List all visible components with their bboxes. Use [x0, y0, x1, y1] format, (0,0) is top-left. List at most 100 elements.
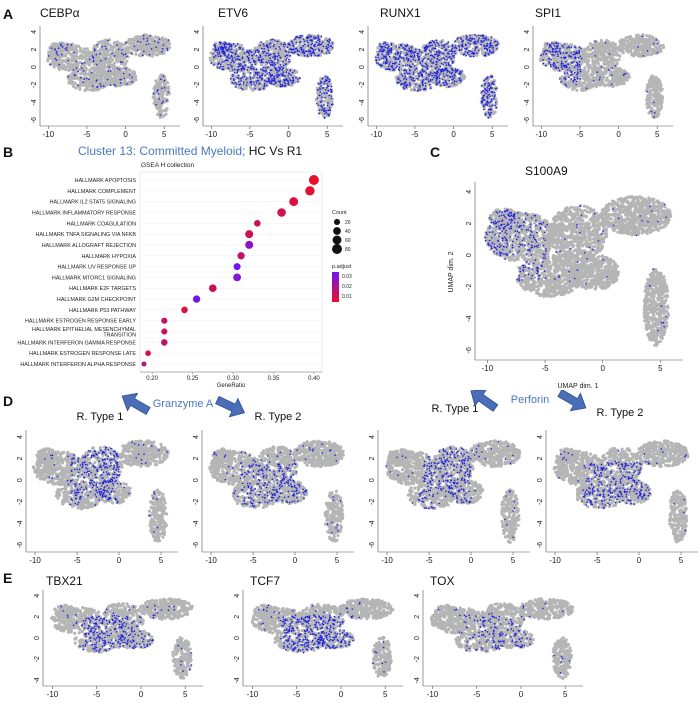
expressing-cell-dot	[288, 82, 290, 84]
expressing-cell-dot	[290, 48, 292, 50]
expressing-cell-dot	[96, 79, 98, 81]
expressing-cell-dot	[294, 39, 296, 41]
expressing-cell-dot	[253, 81, 255, 83]
expressing-cell-dot	[147, 38, 149, 40]
expressing-cell-dot	[327, 76, 329, 78]
expressing-cell-dot	[276, 69, 278, 71]
expressing-cell-dot	[306, 40, 308, 42]
expressing-cell-dot	[236, 72, 238, 74]
expressing-cell-dot	[246, 50, 248, 52]
expressing-cell-dot	[222, 43, 224, 45]
expressing-cell-dot	[271, 83, 273, 85]
expressing-cell-dot	[224, 42, 226, 44]
expressing-cell-dot	[241, 68, 243, 70]
expressing-cell-dot	[300, 41, 302, 43]
expressing-cell-dot	[114, 55, 116, 57]
expressing-cell-dot	[290, 74, 292, 76]
expressing-cell-dot	[269, 72, 271, 74]
cell-dot	[481, 50, 484, 53]
cell-dot	[240, 44, 243, 47]
expressing-cell-dot	[283, 65, 285, 67]
expressing-cell-dot	[294, 70, 296, 72]
expressing-cell-dot	[278, 80, 280, 82]
expressing-cell-dot	[258, 57, 260, 59]
expressing-cell-dot	[228, 55, 230, 57]
cell-dot	[72, 85, 75, 88]
expressing-cell-dot	[143, 51, 145, 53]
expressing-cell-dot	[290, 69, 292, 71]
cell-dot	[72, 47, 75, 50]
expressing-cell-dot	[274, 64, 276, 66]
panel-letter-a: A	[3, 6, 13, 22]
expressing-cell-dot	[286, 58, 288, 60]
umap-cluster-cells	[375, 34, 500, 119]
expressing-cell-dot	[71, 44, 73, 46]
expressing-cell-dot	[247, 69, 249, 71]
y-tick-label: 4	[194, 30, 201, 34]
expressing-cell-dot	[160, 114, 162, 116]
expressing-cell-dot	[231, 66, 233, 68]
expressing-cell-dot	[324, 83, 326, 85]
expressing-cell-dot	[262, 61, 264, 63]
expressing-cell-dot	[118, 49, 120, 51]
cell-dot	[224, 62, 227, 65]
expressing-cell-dot	[325, 76, 327, 78]
expressing-cell-dot	[217, 54, 219, 56]
cell-dot	[70, 53, 73, 56]
expressing-cell-dot	[257, 51, 259, 53]
expressing-cell-dot	[289, 44, 291, 46]
expressing-cell-dot	[237, 55, 239, 57]
cell-dot	[243, 87, 246, 90]
cell-dot	[460, 75, 463, 78]
expressing-cell-dot	[219, 42, 221, 44]
cell-dot	[73, 82, 76, 85]
expressing-cell-dot	[267, 52, 269, 54]
cell-dot	[131, 41, 134, 44]
expressing-cell-dot	[257, 77, 259, 79]
expressing-cell-dot	[301, 49, 303, 51]
cell-dot	[329, 82, 332, 85]
expressing-cell-dot	[318, 38, 320, 40]
expressing-cell-dot	[312, 43, 314, 45]
expressing-cell-dot	[292, 43, 294, 45]
cell-dot	[410, 88, 413, 91]
expressing-cell-dot	[238, 84, 240, 86]
expressing-cell-dot	[232, 52, 234, 54]
expressing-cell-dot	[265, 55, 267, 57]
expressing-cell-dot	[299, 77, 301, 79]
expressing-cell-dot	[217, 64, 219, 66]
expressing-cell-dot	[220, 43, 222, 45]
expressing-cell-dot	[233, 62, 235, 64]
expressing-cell-dot	[321, 97, 323, 99]
expressing-cell-dot	[285, 85, 287, 87]
cell-dot	[47, 57, 50, 60]
expressing-cell-dot	[159, 98, 161, 100]
expressing-cell-dot	[103, 85, 105, 87]
expressing-cell-dot	[414, 65, 416, 67]
expressing-cell-dot	[273, 65, 275, 67]
expressing-cell-dot	[400, 53, 402, 55]
expressing-cell-dot	[266, 44, 268, 46]
expressing-cell-dot	[131, 77, 133, 79]
expressing-cell-dot	[57, 54, 59, 56]
cell-dot	[104, 71, 107, 74]
expressing-cell-dot	[257, 74, 259, 76]
expressing-cell-dot	[326, 80, 328, 82]
cell-dot	[161, 93, 164, 96]
expressing-cell-dot	[277, 76, 279, 78]
expressing-cell-dot	[237, 43, 239, 45]
cell-dot	[111, 46, 114, 49]
expressing-cell-dot	[250, 51, 252, 53]
expressing-cell-dot	[306, 50, 308, 52]
expressing-cell-dot	[260, 60, 262, 62]
expressing-cell-dot	[293, 79, 295, 81]
expressing-cell-dot	[277, 74, 279, 76]
cell-dot	[52, 42, 55, 45]
expressing-cell-dot	[92, 85, 94, 87]
expressing-cell-dot	[253, 54, 255, 56]
expressing-cell-dot	[258, 84, 260, 86]
expressing-cell-dot	[318, 48, 320, 50]
expressing-cell-dot	[243, 73, 245, 75]
expressing-cell-dot	[120, 79, 122, 81]
cell-dot	[451, 84, 454, 87]
